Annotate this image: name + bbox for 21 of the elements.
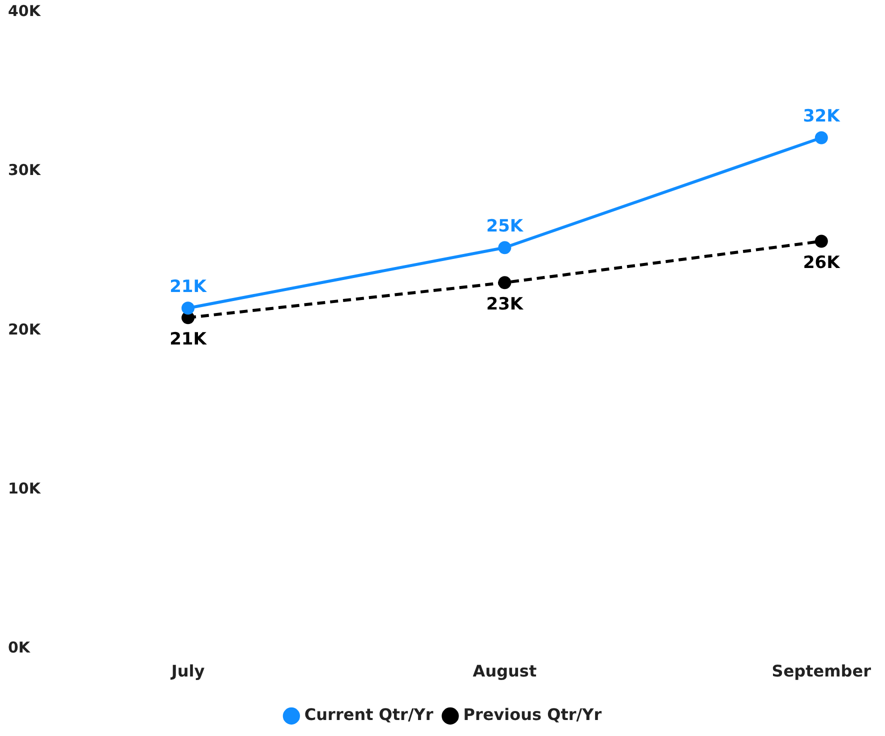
y-tick-label: 20K <box>8 320 42 338</box>
y-tick-label: 30K <box>8 161 42 180</box>
y-tick-label: 0K <box>8 638 32 657</box>
x-tick-label: September <box>772 662 872 681</box>
point <box>498 276 512 290</box>
x-tick-label: August <box>472 662 537 681</box>
data-label: 21K <box>170 330 208 350</box>
data-label: 25K <box>486 216 524 237</box>
y-tick-label: 10K <box>8 479 42 498</box>
point <box>182 302 194 315</box>
point <box>814 234 828 248</box>
data-label: 32K <box>802 106 841 127</box>
data-label: 26K <box>802 253 841 274</box>
x-tick-label: July <box>170 662 206 681</box>
data-label: 21K <box>170 277 208 298</box>
point <box>814 131 828 144</box>
point <box>498 241 512 254</box>
y-tick-label: 40K <box>8 2 42 20</box>
data-label: 23K <box>486 294 524 315</box>
legend-label: Previous Qtr/Yr <box>463 705 602 724</box>
legend-label: Current Qtr/Yr <box>304 705 434 724</box>
